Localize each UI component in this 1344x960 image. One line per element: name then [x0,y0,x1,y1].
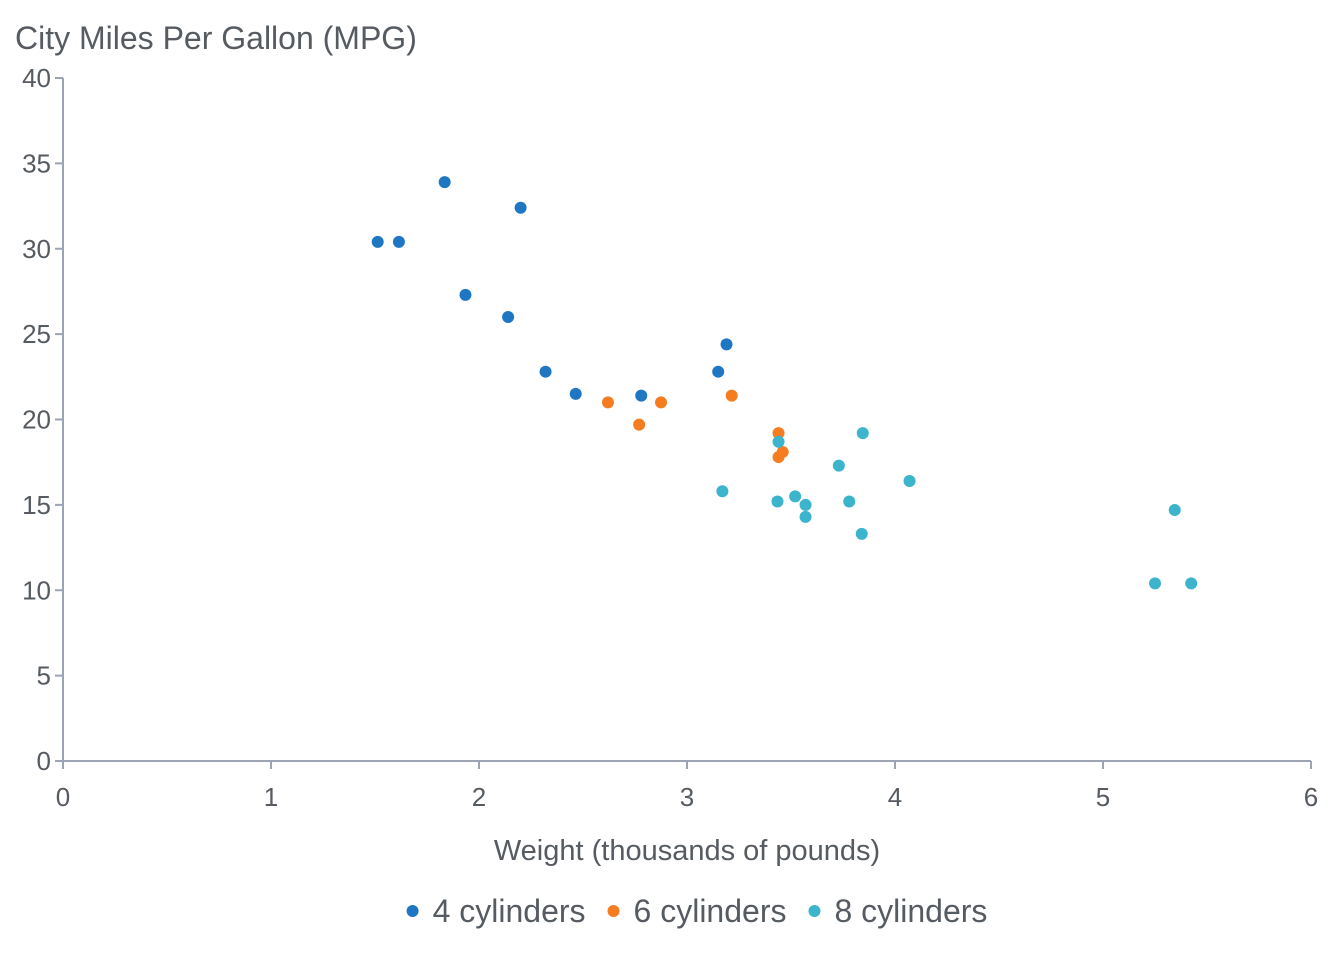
y-tick-label: 0 [37,746,51,776]
legend-label: 4 cylinders [433,893,586,929]
data-point-series-3 [855,527,868,540]
x-tick-label: 5 [1096,782,1110,812]
data-point-series-1 [720,338,733,351]
x-tick-label: 0 [56,782,70,812]
legend-marker [406,905,419,917]
data-point-series-2 [655,396,667,409]
data-point-series-3 [1168,503,1181,516]
data-point-series-3 [843,495,856,508]
data-point-series-1 [371,235,384,248]
data-point-series-3 [789,490,802,503]
data-point-series-3 [799,510,812,523]
data-point-series-3 [903,474,916,487]
data-point-series-1 [502,311,515,324]
data-point-series-1 [569,387,582,400]
x-tick-label: 6 [1304,782,1318,812]
y-tick-label: 10 [22,575,51,605]
legend: 4 cylinders 6 cylinders 8 cylinders [406,893,987,929]
data-point-series-1 [712,365,725,378]
data-points [371,176,1198,590]
x-axis-title: Weight (thousands of pounds) [494,835,880,867]
data-point-series-2 [776,445,789,458]
x-tick-label: 3 [680,782,694,812]
data-point-series-3 [856,427,869,440]
data-point-series-2 [601,396,614,409]
data-point-series-2 [772,427,785,440]
data-point-series-1 [459,288,472,301]
data-point-series-3 [799,498,812,511]
data-point-series-1 [438,176,451,189]
data-point-series-1 [392,235,405,248]
y-tick-label: 30 [22,234,51,264]
y-tick-label: 40 [22,63,51,93]
legend-marker [607,905,620,917]
legend-marker [808,905,821,917]
legend-item: 8 cylinders [808,893,987,929]
x-tick-label: 2 [472,782,486,812]
y-axis: 0 5 10 15 20 25 30 35 40 [22,63,64,776]
legend-label: 6 cylinders [634,893,787,929]
data-point-series-3 [1149,577,1161,590]
data-point-series-2 [633,418,646,431]
legend-item: 6 cylinders [607,893,787,929]
x-axis: 0 1 2 3 4 5 6 [56,760,1318,812]
data-point-series-1 [514,201,527,214]
y-axis-title: City Miles Per Gallon (MPG) [15,20,417,56]
y-tick-label: 15 [22,490,51,520]
x-tick-label: 4 [888,782,902,812]
data-point-series-3 [716,485,729,498]
data-point-series-3 [772,435,785,448]
x-tick-label: 1 [264,782,278,812]
legend-label: 8 cylinders [834,893,987,929]
y-tick-label: 35 [22,148,51,178]
data-point-series-3 [771,495,784,508]
y-tick-label: 25 [22,319,51,349]
y-tick-label: 20 [22,405,51,435]
data-point-series-1 [539,365,552,378]
data-point-series-1 [635,389,648,402]
legend-item: 4 cylinders [406,893,586,929]
y-tick-label: 5 [37,661,51,691]
data-point-series-2 [725,389,738,402]
data-point-series-3 [1185,577,1198,590]
data-point-series-3 [832,459,845,472]
